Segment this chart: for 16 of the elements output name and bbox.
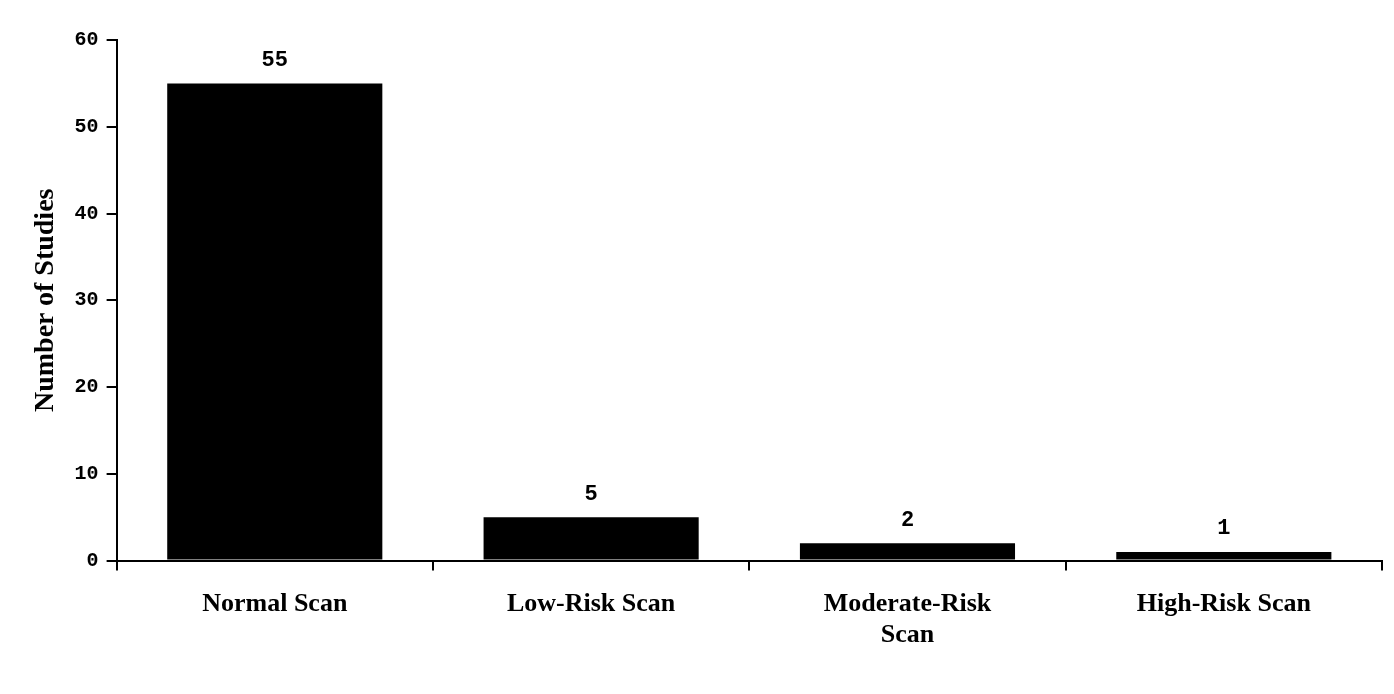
- data-label: 55: [261, 47, 288, 73]
- data-label: 5: [584, 481, 598, 507]
- y-tick-label: 50: [74, 114, 99, 138]
- y-tick-label: 40: [74, 201, 99, 225]
- y-tick-label: 10: [74, 461, 99, 485]
- x-tick-label: Normal Scan: [202, 587, 348, 617]
- x-tick-label: Low-Risk Scan: [506, 587, 676, 617]
- data-label: 1: [1217, 516, 1231, 542]
- y-axis-title: Number of Studies: [28, 188, 60, 413]
- y-tick-label: 20: [74, 375, 99, 399]
- x-tick-label: High-Risk Scan: [1136, 587, 1312, 617]
- data-label: 2: [900, 507, 915, 533]
- y-tick-label: 30: [74, 288, 99, 312]
- x-tick-label: Moderate-Risk Scan: [823, 587, 992, 649]
- y-tick-label: 60: [74, 28, 99, 52]
- y-tick-label: 0: [86, 548, 99, 572]
